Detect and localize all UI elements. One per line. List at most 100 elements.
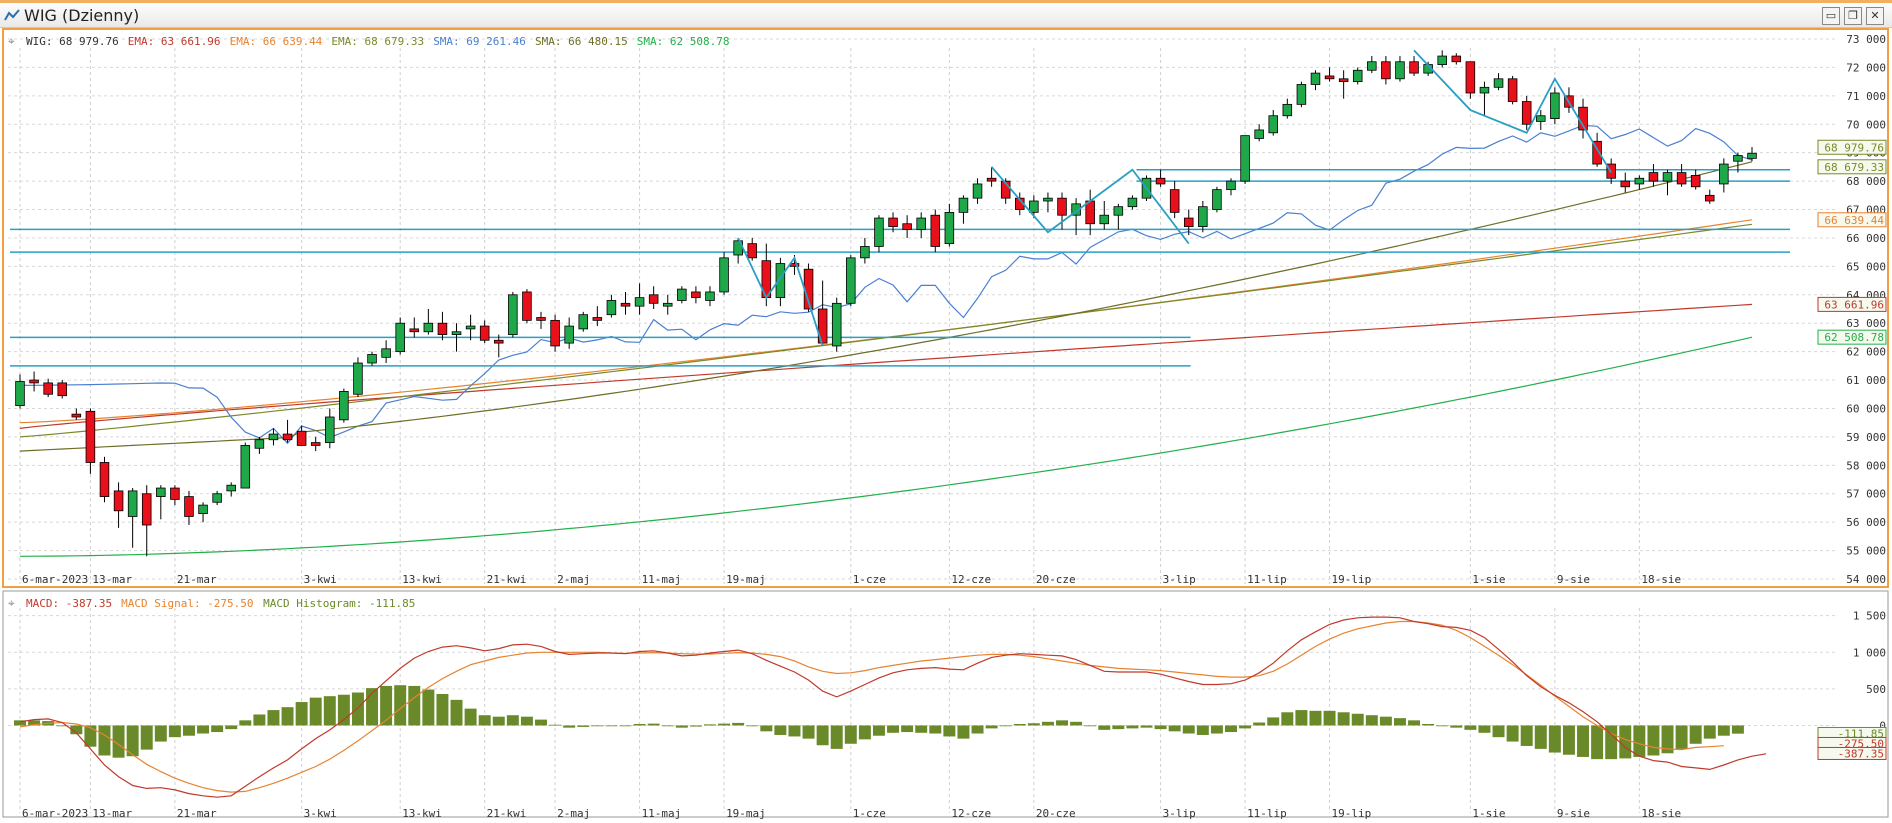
x-tick-label-macd: 12-cze — [951, 807, 991, 819]
macd-histogram-bar — [1267, 717, 1280, 726]
macd-histogram-bar — [267, 710, 280, 726]
macd-histogram-bar — [1548, 725, 1561, 753]
macd-histogram-bar — [1422, 724, 1435, 726]
candle-up — [339, 391, 349, 421]
macd-histogram-bar — [1013, 724, 1026, 726]
macd-histogram-bar — [971, 725, 984, 734]
macd-histogram-bar — [732, 722, 745, 726]
x-tick-label: 19-lip — [1332, 573, 1372, 586]
price-box — [1817, 139, 1887, 155]
candle-down — [310, 442, 321, 446]
macd-histogram-bar — [380, 685, 393, 726]
macd-histogram-bar — [492, 716, 505, 726]
macd-histogram-bar — [1295, 710, 1308, 726]
candle-down — [1381, 61, 1391, 80]
x-tick-label: 13-kwi — [402, 573, 442, 586]
candle-up — [423, 322, 434, 333]
x-tick-label-macd: 1-sie — [1472, 807, 1505, 819]
macd-histogram-bar — [675, 725, 688, 728]
macd-histogram-bar — [337, 694, 350, 726]
macd-histogram-bar — [239, 720, 252, 726]
candle-up — [451, 331, 462, 335]
candle-up — [662, 302, 673, 307]
candle-up — [578, 314, 589, 330]
line-sma50 — [19, 161, 1753, 452]
candle-up — [1212, 189, 1222, 210]
macd-histogram-bar — [1196, 725, 1209, 735]
macd-y-tick-label: 1 500 — [1853, 610, 1886, 623]
macd-histogram-bar — [802, 725, 815, 739]
x-tick-label-macd: 18-sie — [1641, 807, 1681, 819]
macd-histogram-bar — [1562, 725, 1575, 755]
y-tick-label: 59 000 — [1846, 431, 1886, 444]
x-tick-label-macd: 21-mar — [177, 807, 217, 819]
macd-histogram-bar — [1239, 725, 1252, 729]
macd-histogram-bar — [760, 725, 773, 732]
macd-histogram-bar — [1112, 725, 1125, 730]
legend-main-3: EMA: 68 679.33 — [331, 35, 424, 48]
macd-histogram-bar — [1154, 725, 1167, 730]
candle-up — [465, 325, 476, 330]
candle-up — [1254, 129, 1264, 139]
macd-histogram-bar — [929, 725, 942, 734]
macd-y-tick-label: 1 000 — [1853, 646, 1886, 659]
macd-histogram-bar — [535, 719, 547, 726]
candle-up — [254, 439, 265, 449]
candle-down — [1592, 140, 1602, 165]
macd-histogram-bar — [830, 725, 843, 749]
y-tick-label: 54 000 — [1846, 573, 1886, 586]
price-box — [1817, 296, 1887, 312]
macd-histogram-bar — [1323, 710, 1336, 726]
candle-down — [986, 177, 997, 182]
candle-up — [1662, 172, 1673, 182]
candle-up — [367, 354, 377, 364]
macd-histogram-bar — [1070, 721, 1083, 726]
y-tick-label: 66 000 — [1846, 232, 1886, 245]
candle-down — [1169, 189, 1180, 213]
candle-up — [1127, 197, 1138, 208]
macd-histogram-bar — [844, 725, 857, 744]
restore-button[interactable]: ❐ — [1844, 7, 1862, 25]
price-box — [1817, 212, 1887, 228]
close-button[interactable]: ✕ — [1866, 7, 1884, 25]
legend-main-5: SMA: 66 480.15 — [535, 35, 628, 48]
candle-up — [1268, 115, 1279, 134]
y-tick-label: 71 000 — [1846, 90, 1886, 103]
macd-y-tick-label: 500 — [1866, 683, 1886, 696]
chart-area[interactable]: 54 000 55 000 56 000 57 000 58 000 59 000 60 0… — [0, 28, 1892, 820]
y-tick-label: 73 000 — [1846, 33, 1886, 46]
macd-histogram-bar — [1084, 725, 1097, 727]
price-chart[interactable]: 54 000 55 000 56 000 57 000 58 000 59 000 60 0… — [0, 28, 1892, 820]
macd-histogram-bar — [295, 702, 308, 726]
x-tick-label: 6-mar-2023 — [22, 573, 88, 586]
x-tick-label-macd: 2-maj — [557, 807, 590, 819]
line-sma200 — [19, 336, 1753, 557]
price-box-label: 62 508.78 — [1824, 331, 1884, 344]
candle-down — [1648, 172, 1659, 182]
x-tick-label-macd: 19-maj — [726, 807, 766, 819]
macd-histogram-bar — [1577, 725, 1590, 757]
x-tick-label: 20-cze — [1036, 573, 1076, 586]
x-tick-label: 3-kwi — [304, 573, 337, 586]
candle-down — [1155, 177, 1166, 185]
x-tick-label-macd: 9-sie — [1557, 807, 1590, 819]
candle-down — [1676, 172, 1687, 185]
macd-histogram-bar — [1661, 725, 1674, 754]
macd-histogram-bar — [577, 725, 590, 727]
candle-down — [747, 243, 757, 259]
minimize-button[interactable]: ▭ — [1822, 7, 1840, 25]
zigzag-pattern-line — [990, 166, 1190, 245]
candle-up — [1198, 206, 1208, 227]
macd-histogram-bar — [70, 725, 83, 735]
candle-down — [1451, 55, 1462, 63]
y-tick-label: 56 000 — [1846, 516, 1886, 529]
zigzag-pattern-line — [1413, 49, 1612, 174]
macd-histogram-bar — [915, 725, 928, 733]
candle-down — [522, 291, 532, 321]
macd-histogram-bar — [1436, 725, 1449, 727]
candle-down — [282, 433, 293, 441]
macd-histogram-bar — [520, 716, 533, 726]
macd-histogram-bar — [436, 693, 449, 726]
price-box — [1817, 159, 1887, 175]
candle-down — [592, 317, 603, 321]
